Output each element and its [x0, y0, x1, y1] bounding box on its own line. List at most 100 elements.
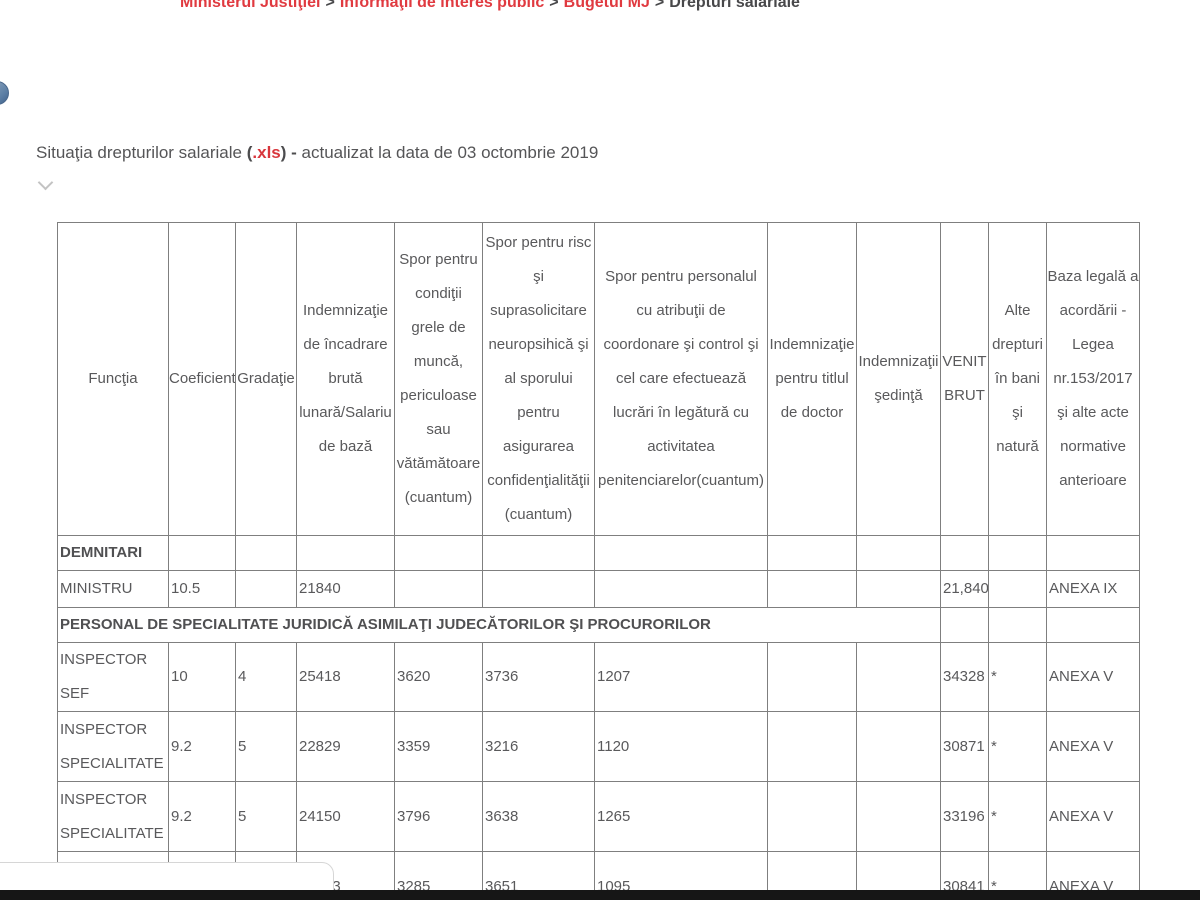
- updated-date-text: actualizat la data de 03 octombrie 2019: [301, 143, 599, 162]
- column-header: Funcţia: [57, 222, 169, 536]
- table-cell: [856, 781, 941, 852]
- table-cell: 3359: [394, 711, 483, 782]
- column-header: Indemnizaţie pentru titlul de doctor: [767, 222, 857, 536]
- table-cell: *: [988, 711, 1047, 782]
- data-row-ministru: MINISTRU 10.5 21840 21,840 ANEXA IX: [57, 570, 1140, 608]
- table-cell: 34328: [940, 642, 989, 712]
- table-cell: ANEXA V: [1046, 781, 1140, 852]
- header-row: Funcţia Coeficient Gradaţie Indemnizaţie de…: [57, 222, 1140, 536]
- table-cell: 21,840: [940, 570, 989, 608]
- table-cell: *: [988, 642, 1047, 712]
- breadcrumb-link-bugetul-mj[interactable]: Bugetul MJ: [563, 0, 650, 11]
- column-header: Gradaţie: [235, 222, 297, 536]
- table-cell: DEMNITARI: [57, 535, 169, 571]
- table-cell: [394, 535, 483, 571]
- table-cell: 22829: [296, 711, 395, 782]
- table-cell: 5: [235, 711, 297, 782]
- column-header: Spor pentru risc şi suprasolicitare neur…: [482, 222, 595, 536]
- section-header-cell: PERSONAL DE SPECIALITATE JURIDICĂ ASIMIL…: [57, 607, 941, 643]
- table-cell: 33196: [940, 781, 989, 852]
- table-cell: *: [988, 781, 1047, 852]
- table-cell: 10: [168, 642, 236, 712]
- table-cell: [1046, 535, 1140, 571]
- document-circle-icon[interactable]: [0, 81, 9, 105]
- table-cell: ANEXA IX: [1046, 570, 1140, 608]
- table-cell: [235, 535, 297, 571]
- column-header: Alte drepturi în bani şi natură: [988, 222, 1047, 536]
- table-cell: [767, 711, 857, 782]
- table-cell: [856, 642, 941, 712]
- table-cell: [988, 535, 1047, 571]
- table-cell: [856, 711, 941, 782]
- table-cell: 9.2: [168, 781, 236, 852]
- data-row-inspector-specialitate-2: INSPECTOR SPECIALITATE 9.2 5 24150 3796 3638 1…: [57, 781, 1140, 852]
- table-cell: [767, 535, 857, 571]
- data-row-inspector-specialitate-1: INSPECTOR SPECIALITATE 9.2 5 22829 3359 3216 1…: [57, 711, 1140, 782]
- table-cell: [594, 570, 768, 608]
- column-header: Coeficient: [168, 222, 236, 536]
- breadcrumb-separator: >: [654, 0, 665, 11]
- table-cell: 1120: [594, 711, 768, 782]
- table-cell: 3216: [482, 711, 595, 782]
- table-cell: [767, 570, 857, 608]
- table-cell: 4: [235, 642, 297, 712]
- table-cell: 1207: [594, 642, 768, 712]
- section-row-demnitari: DEMNITARI: [57, 535, 1140, 571]
- table-cell: INSPECTOR SPECIALITATE: [57, 781, 169, 852]
- table-cell: [767, 642, 857, 712]
- breadcrumb-link-informatii-interes-public[interactable]: Informaţii de interes public: [339, 0, 545, 11]
- table-cell: 10.5: [168, 570, 236, 608]
- paren-open: (: [246, 143, 253, 162]
- table-cell: 1265: [594, 781, 768, 852]
- column-header: Spor pentru personalul cu atribuţii de c…: [594, 222, 768, 536]
- table-cell: [394, 570, 483, 608]
- table-cell: ANEXA V: [1046, 711, 1140, 782]
- breadcrumb-link-ministerul-justitiei[interactable]: Ministerul Justiţiei: [180, 0, 321, 11]
- breadcrumb-current-drepturi-salariale: Drepturi salariale: [669, 0, 800, 11]
- breadcrumb-separator: >: [549, 0, 559, 11]
- bottom-black-bar: [0, 890, 1200, 900]
- bottom-notice-box: [0, 862, 334, 892]
- table-cell: 3796: [394, 781, 483, 852]
- table-cell: [482, 570, 595, 608]
- data-row-inspector-sef: INSPECTOR SEF 10 4 25418 3620 3736 1207 34328 * A…: [57, 642, 1140, 712]
- column-header: Baza legală a acordării - Legea nr.153/2…: [1046, 222, 1140, 536]
- breadcrumb-separator: >: [325, 0, 335, 11]
- table-cell: [856, 535, 941, 571]
- table-cell: [235, 570, 297, 608]
- table-cell: [296, 535, 395, 571]
- column-header: Spor pentru condiţii grele de muncă, per…: [394, 222, 483, 536]
- xls-download-link[interactable]: .xls: [252, 143, 281, 162]
- table-cell: 3638: [482, 781, 595, 852]
- table-cell: [767, 781, 857, 852]
- table-cell: [940, 535, 989, 571]
- table-cell: 9.2: [168, 711, 236, 782]
- table-cell: 30871: [940, 711, 989, 782]
- table-cell: [940, 607, 989, 643]
- table-cell: 24150: [296, 781, 395, 852]
- breadcrumb: Ministerul Justiţiei > Informaţii de inter…: [180, 0, 800, 13]
- table-cell: [856, 570, 941, 608]
- table-cell: INSPECTOR SPECIALITATE: [57, 711, 169, 782]
- salary-table: Funcţia Coeficient Gradaţie Indemnizaţie de…: [57, 222, 1140, 900]
- table-cell: [1046, 607, 1140, 643]
- table-cell: ANEXA V: [1046, 642, 1140, 712]
- table-cell: [594, 535, 768, 571]
- paren-close: ) -: [280, 143, 302, 162]
- table-cell: 21840: [296, 570, 395, 608]
- table-cell: [988, 570, 1047, 608]
- table-cell: [482, 535, 595, 571]
- column-header: VENIT BRUT: [940, 222, 989, 536]
- column-header: Indemnizaţii şedinţă: [856, 222, 941, 536]
- salary-title-text: Situaţia drepturilor salariale: [36, 143, 247, 162]
- column-header: Indemnizaţie de încadrare brută lunară/S…: [296, 222, 395, 536]
- table-cell: [168, 535, 236, 571]
- table-cell: 3736: [482, 642, 595, 712]
- table-cell: 25418: [296, 642, 395, 712]
- table-cell: [988, 607, 1047, 643]
- chevron-down-icon[interactable]: [37, 174, 54, 191]
- table-cell: 5: [235, 781, 297, 852]
- table-cell: 3620: [394, 642, 483, 712]
- table-cell: MINISTRU: [57, 570, 169, 608]
